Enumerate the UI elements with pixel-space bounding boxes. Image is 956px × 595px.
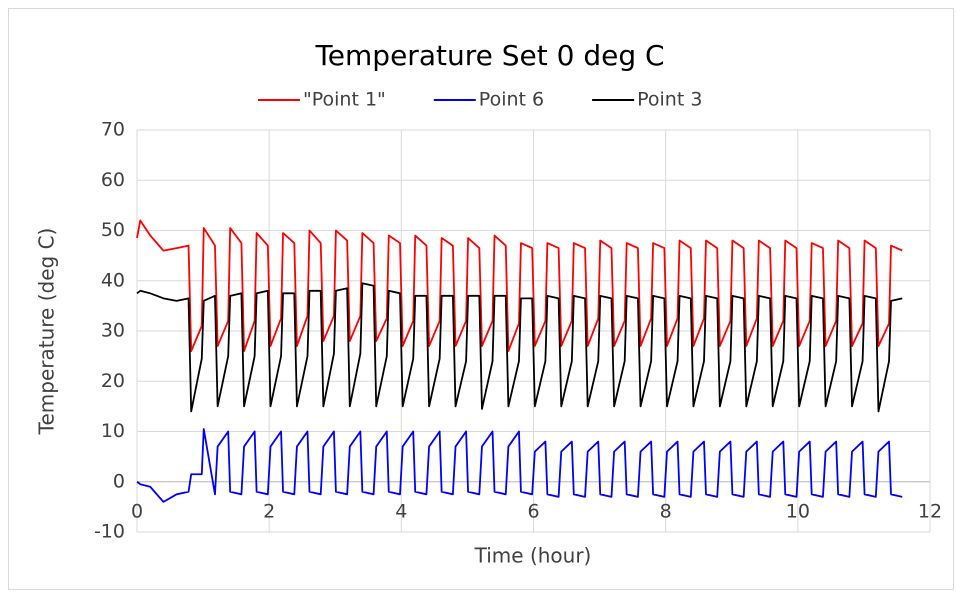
- y-tick-label: 60: [101, 169, 125, 191]
- y-tick-label: 30: [101, 320, 125, 342]
- y-tick-label: 20: [101, 370, 125, 392]
- y-tick-label: -10: [94, 521, 125, 543]
- legend-label: Point 6: [479, 89, 544, 111]
- y-tick-label: 40: [101, 269, 125, 291]
- x-tick-label: 12: [918, 500, 942, 522]
- x-tick-label: 2: [263, 500, 275, 522]
- data-line: [136, 219, 903, 353]
- x-tick-label: 4: [395, 500, 407, 522]
- legend-label: Point 3: [637, 89, 702, 111]
- y-tick-label: 50: [101, 219, 125, 241]
- chart-title: Temperature Set 0 deg C: [314, 39, 664, 72]
- y-axis-label: Temperature (deg C): [35, 228, 59, 436]
- legend-label: "Point 1": [303, 89, 386, 111]
- data-line: [136, 428, 903, 503]
- x-tick-label: 0: [131, 500, 143, 522]
- x-axis-label: Time (hour): [474, 544, 592, 568]
- y-tick-label: 70: [101, 119, 125, 141]
- x-tick-label: 6: [527, 500, 539, 522]
- data-line: [136, 282, 903, 413]
- y-tick-label: 10: [101, 420, 125, 442]
- y-tick-label: 0: [113, 470, 125, 492]
- x-tick-label: 8: [660, 500, 672, 522]
- x-tick-label: 10: [786, 500, 810, 522]
